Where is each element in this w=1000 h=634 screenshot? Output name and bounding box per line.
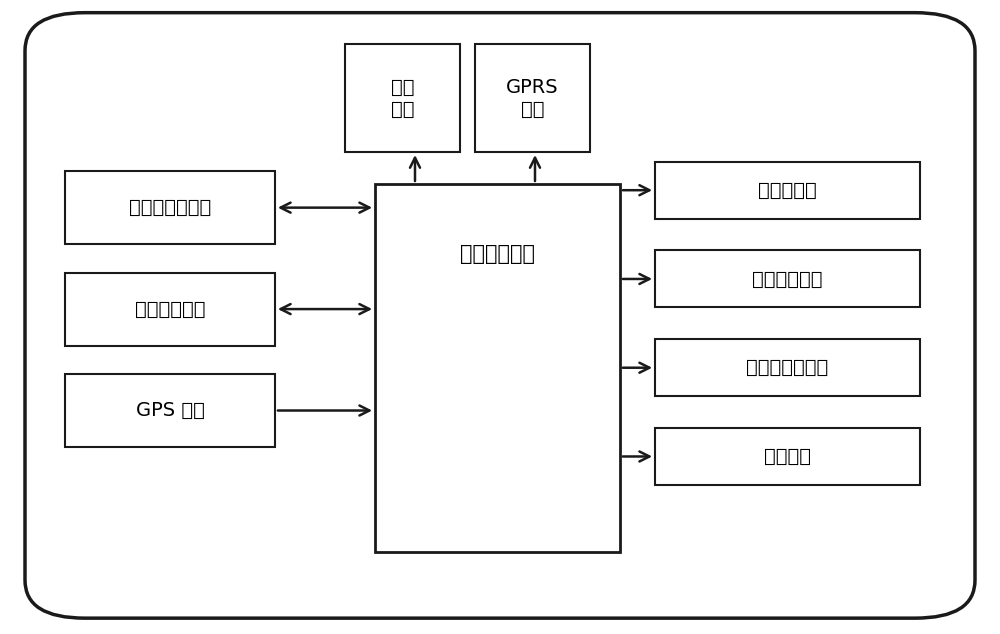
FancyBboxPatch shape xyxy=(655,162,920,219)
Text: 驱动控制器模块: 驱动控制器模块 xyxy=(129,198,211,217)
FancyBboxPatch shape xyxy=(25,13,975,618)
Text: 仪表显示模块: 仪表显示模块 xyxy=(752,269,823,288)
Text: 灯光模块: 灯光模块 xyxy=(764,447,811,466)
FancyBboxPatch shape xyxy=(655,250,920,307)
FancyBboxPatch shape xyxy=(475,44,590,152)
FancyBboxPatch shape xyxy=(345,44,460,152)
FancyBboxPatch shape xyxy=(65,374,275,447)
Text: 蓝牙
模块: 蓝牙 模块 xyxy=(391,78,414,119)
Text: 速度传感器模块: 速度传感器模块 xyxy=(746,358,829,377)
Text: 防盗器模块: 防盗器模块 xyxy=(758,181,817,200)
Text: GPRS
模块: GPRS 模块 xyxy=(506,78,559,119)
FancyBboxPatch shape xyxy=(655,428,920,485)
FancyBboxPatch shape xyxy=(65,171,275,244)
Text: 中央控制系统: 中央控制系统 xyxy=(460,243,535,264)
Text: 电池管理模块: 电池管理模块 xyxy=(135,300,205,318)
FancyBboxPatch shape xyxy=(375,184,620,552)
Text: GPS 模块: GPS 模块 xyxy=(136,401,204,420)
FancyBboxPatch shape xyxy=(65,273,275,346)
FancyBboxPatch shape xyxy=(655,339,920,396)
